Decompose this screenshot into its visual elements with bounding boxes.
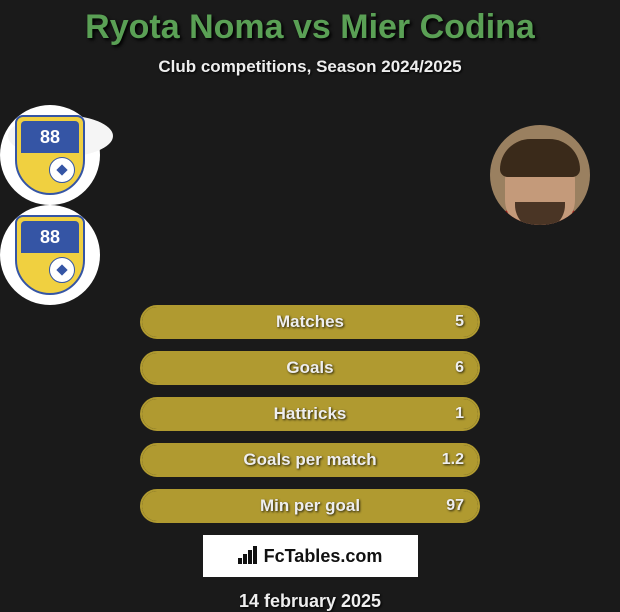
stat-label: Goals bbox=[286, 358, 333, 378]
stat-row: Matches 5 bbox=[140, 305, 480, 339]
club-crest-icon: 88 bbox=[15, 115, 85, 195]
soccer-ball-icon bbox=[49, 257, 75, 283]
player-right-avatar bbox=[490, 125, 590, 225]
stat-row: Min per goal 97 bbox=[140, 489, 480, 523]
stat-label: Goals per match bbox=[243, 450, 376, 470]
content-area: 88 88 Matches 5 Goals 6 Hattricks 1 Goals per … bbox=[0, 105, 620, 612]
brand-badge: FcTables.com bbox=[203, 535, 418, 577]
stat-value-right: 6 bbox=[455, 359, 464, 377]
player-right-club-badge: 88 bbox=[0, 205, 100, 305]
date-label: 14 february 2025 bbox=[0, 591, 620, 612]
club-crest-icon: 88 bbox=[15, 215, 85, 295]
subtitle: Club competitions, Season 2024/2025 bbox=[0, 57, 620, 77]
stat-label: Matches bbox=[276, 312, 344, 332]
brand-text: FcTables.com bbox=[264, 546, 383, 567]
stat-row: Goals 6 bbox=[140, 351, 480, 385]
stat-label: Hattricks bbox=[274, 404, 347, 424]
stat-row: Goals per match 1.2 bbox=[140, 443, 480, 477]
stat-row: Hattricks 1 bbox=[140, 397, 480, 431]
comparison-card: Ryota Noma vs Mier Codina Club competiti… bbox=[0, 0, 620, 612]
stat-value-right: 1.2 bbox=[442, 451, 464, 469]
stat-value-right: 97 bbox=[446, 497, 464, 515]
stat-label: Min per goal bbox=[260, 496, 360, 516]
stat-value-right: 1 bbox=[455, 405, 464, 423]
bar-chart-icon bbox=[238, 548, 258, 564]
page-title: Ryota Noma vs Mier Codina bbox=[0, 8, 620, 47]
crest-number: 88 bbox=[21, 121, 79, 153]
stat-value-right: 5 bbox=[455, 313, 464, 331]
crest-number: 88 bbox=[21, 221, 79, 253]
stats-list: Matches 5 Goals 6 Hattricks 1 Goals per match 1… bbox=[140, 305, 480, 523]
soccer-ball-icon bbox=[49, 157, 75, 183]
